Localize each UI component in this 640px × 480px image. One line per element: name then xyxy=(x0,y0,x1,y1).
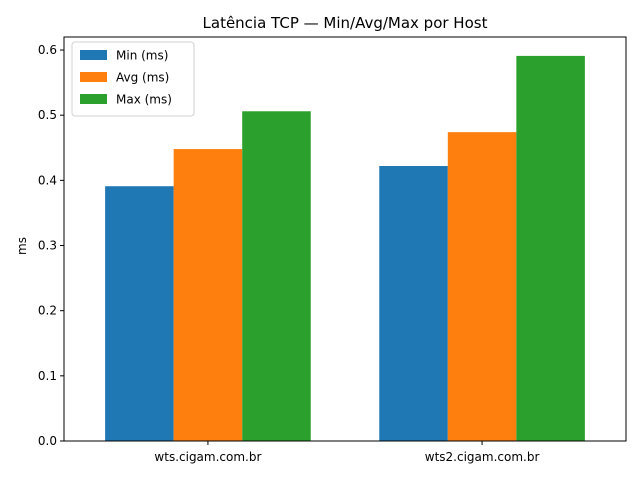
bar-min-ms-0 xyxy=(105,186,174,441)
legend: Min (ms) Avg (ms) Max (ms) xyxy=(71,41,195,117)
y-tick-label: 0.1 xyxy=(38,369,57,383)
y-tick-label: 0.3 xyxy=(38,239,57,253)
legend-label: Max (ms) xyxy=(116,93,172,107)
chart-title: Latência TCP — Min/Avg/Max por Host xyxy=(203,14,488,32)
axes-frame xyxy=(63,36,627,442)
y-tick-label: 0.4 xyxy=(38,173,57,187)
legend-label: Min (ms) xyxy=(116,49,168,63)
x-tick-label: wts.cigam.com.br xyxy=(154,450,261,464)
bar-max-ms-1 xyxy=(516,55,585,442)
y-tick-label: 0.0 xyxy=(38,434,57,448)
axes: 0.0 0.1 0.2 0.3 0.4 0.5 0.6 wts.cigam.com.br wts… xyxy=(38,36,627,464)
legend-swatch xyxy=(80,72,107,82)
x-tick-label: wts2.cigam.com.br xyxy=(425,450,540,464)
y-axis-label: ms xyxy=(15,237,29,255)
bar-avg-ms-1 xyxy=(447,132,517,441)
legend-label: Avg (ms) xyxy=(116,71,169,85)
legend-swatch xyxy=(80,50,107,60)
y-tick-label: 0.6 xyxy=(38,43,57,57)
legend-swatch xyxy=(80,94,107,104)
plot-area xyxy=(105,55,585,442)
bar-min-ms-1 xyxy=(379,166,448,441)
bar-max-ms-0 xyxy=(242,111,311,441)
y-tick-label: 0.5 xyxy=(38,108,57,122)
bar-avg-ms-0 xyxy=(173,149,243,441)
y-tick-label: 0.2 xyxy=(38,304,57,318)
